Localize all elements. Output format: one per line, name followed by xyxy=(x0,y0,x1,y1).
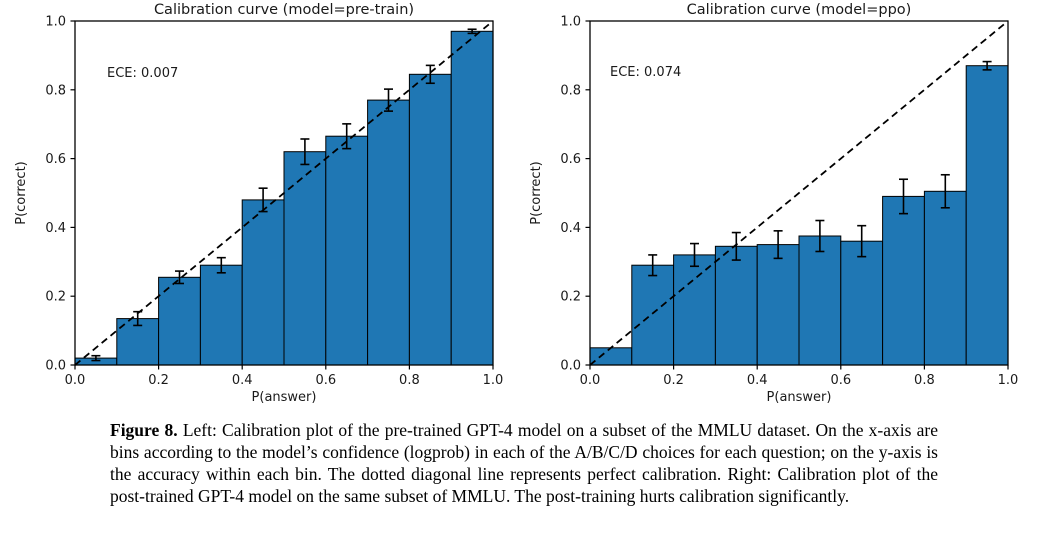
histogram-bar xyxy=(756,244,800,366)
histogram-bar xyxy=(325,135,369,366)
chart-title: Calibration curve (model=ppo) xyxy=(687,2,912,18)
x-tick-label: 0.6 xyxy=(830,373,851,388)
y-tick-label: 0.0 xyxy=(45,359,66,374)
figure-caption-label: Figure 8. xyxy=(110,420,178,440)
y-tick-label: 0.8 xyxy=(45,83,66,98)
x-axis-label: P(answer) xyxy=(767,390,832,405)
x-tick-label: 0.2 xyxy=(663,373,684,388)
x-tick-label: 0.8 xyxy=(914,373,935,388)
histogram-bar xyxy=(965,65,1009,366)
histogram-bar xyxy=(367,99,410,366)
x-tick-label: 0.8 xyxy=(399,373,420,388)
x-tick-label: 0.0 xyxy=(65,373,86,388)
figure-caption-text: Left: Calibration plot of the pre-traine… xyxy=(110,420,938,506)
y-tick-label: 0.6 xyxy=(45,152,66,167)
x-tick-label: 0.0 xyxy=(580,373,601,388)
histogram-bar xyxy=(673,254,716,366)
y-axis-label: P(correct) xyxy=(14,161,29,225)
y-tick-label: 0.4 xyxy=(45,221,66,236)
x-axis-label: P(answer) xyxy=(252,390,317,405)
histogram-bar xyxy=(589,347,633,366)
plot-box xyxy=(74,20,494,366)
x-tick-label: 1.0 xyxy=(998,373,1019,388)
y-tick-label: 0.0 xyxy=(560,359,581,374)
histogram-bar xyxy=(450,30,494,366)
x-tick-label: 0.4 xyxy=(747,373,768,388)
x-tick-label: 1.0 xyxy=(483,373,504,388)
y-tick-label: 0.4 xyxy=(560,221,581,236)
y-tick-label: 0.2 xyxy=(45,290,66,305)
histogram-bar xyxy=(283,151,327,366)
y-axis-label: P(correct) xyxy=(529,161,544,225)
y-tick-label: 1.0 xyxy=(45,15,66,30)
x-tick-label: 0.6 xyxy=(315,373,336,388)
histogram-bar xyxy=(923,190,967,366)
histogram-bar xyxy=(408,73,452,366)
calibration-chart-pretrain: 0.0 0.2 0.4 0.6 0.8 1.0 0.0 0.2 0.4 0.6 0.8 1.0 Cali… xyxy=(14,2,504,405)
histogram-bar xyxy=(840,240,884,366)
diagonal-reference-line xyxy=(589,20,1009,366)
histogram-bar xyxy=(882,195,925,366)
y-tick-label: 0.8 xyxy=(560,83,581,98)
ece-annotation: ECE: 0.007 xyxy=(107,66,178,81)
diagonal-reference-line xyxy=(74,20,494,366)
chart-title: Calibration curve (model=pre-train) xyxy=(154,2,414,18)
plot-box xyxy=(589,20,1009,366)
x-tick-label: 0.2 xyxy=(148,373,169,388)
histogram-bar xyxy=(241,199,285,366)
x-tick-label: 0.4 xyxy=(232,373,253,388)
y-tick-label: 1.0 xyxy=(560,15,581,30)
figure-caption: Figure 8. Left: Calibration plot of the p… xyxy=(110,419,938,507)
histogram-bar xyxy=(798,235,842,366)
histogram-bar xyxy=(714,245,758,366)
y-tick-label: 0.2 xyxy=(560,290,581,305)
y-tick-label: 0.6 xyxy=(560,152,581,167)
ece-annotation: ECE: 0.074 xyxy=(610,65,681,80)
histogram-bar xyxy=(631,264,675,366)
histogram-bar xyxy=(199,264,243,366)
calibration-chart-ppo: 0.0 0.2 0.4 0.6 0.8 1.0 0.0 0.2 0.4 0.6 0.8 1.0 Cali… xyxy=(529,2,1019,405)
